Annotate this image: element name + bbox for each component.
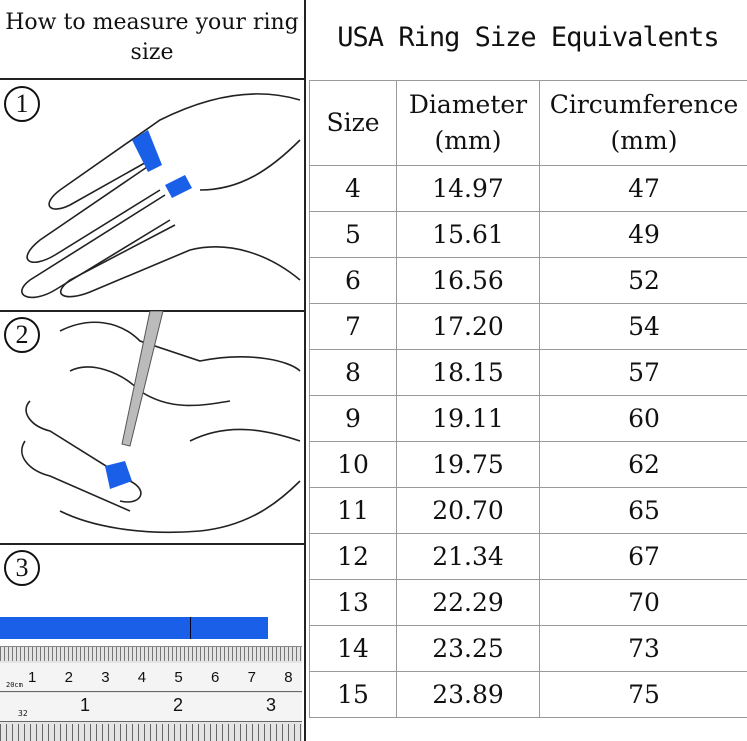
cell-size: 12 (309, 533, 397, 580)
cell-circumference: 70 (539, 579, 747, 626)
cell-diameter: 22.29 (396, 579, 540, 626)
ruler-cm-label: 4 (137, 669, 147, 686)
cell-size: 13 (309, 579, 397, 626)
table-row: 10 19.75 62 (309, 441, 747, 488)
table-title: USA Ring Size Equivalents (337, 22, 719, 53)
cell-size: 14 (309, 625, 397, 672)
cell-size: 4 (309, 165, 397, 212)
cell-size: 15 (309, 671, 397, 718)
header-diameter: Diameter (mm) (396, 80, 540, 166)
cell-circumference: 57 (539, 349, 747, 396)
cell-diameter: 19.75 (396, 441, 540, 488)
ruler-start: 32 (18, 709, 28, 718)
cell-circumference: 65 (539, 487, 747, 534)
header-circumference: Circumference (mm) (539, 80, 747, 166)
cell-circumference: 73 (539, 625, 747, 672)
cell-circumference: 75 (539, 671, 747, 718)
cell-diameter: 16.56 (396, 257, 540, 304)
table-row: 11 20.70 65 (309, 487, 747, 534)
ruler-cm-label: 8 (284, 669, 293, 686)
cell-diameter: 19.11 (396, 395, 540, 442)
header-size: Size (309, 80, 397, 166)
cell-size: 7 (309, 303, 397, 350)
table-row: 14 23.25 73 (309, 625, 747, 672)
how-to-heading: How to measure your ring size (0, 0, 304, 80)
ruler-inch-label: 1 (80, 695, 91, 715)
ruler-unit: 20cm (6, 681, 23, 689)
cell-diameter: 21.34 (396, 533, 540, 580)
ruler-cm-label: 1 (28, 669, 37, 686)
table-row: 12 21.34 67 (309, 533, 747, 580)
ruler-inch-label: 2 (173, 695, 184, 715)
table-row: 6 16.56 52 (309, 257, 747, 304)
table-row: 4 14.97 47 (309, 165, 747, 212)
step-1: 1 (0, 80, 304, 312)
cell-diameter: 17.20 (396, 303, 540, 350)
step-2: 2 (0, 311, 304, 545)
ruler-cm-label: 3 (101, 669, 110, 686)
cell-size: 6 (309, 257, 397, 304)
table-row: 13 22.29 70 (309, 579, 747, 626)
cell-circumference: 52 (539, 257, 747, 304)
cell-diameter: 23.89 (396, 671, 540, 718)
table-row: 8 18.15 57 (309, 349, 747, 396)
cell-circumference: 47 (539, 165, 747, 212)
table-row: 15 23.89 75 (309, 671, 747, 718)
table-row: 5 15.61 49 (309, 211, 747, 258)
marking-tape-illustration (21, 311, 301, 534)
table-header-row: Size Diameter (mm) Circumference (mm) (309, 80, 747, 166)
ruler-cm-label: 7 (247, 669, 256, 686)
step-number: 1 (4, 86, 40, 122)
cell-diameter: 15.61 (396, 211, 540, 258)
cell-circumference: 62 (539, 441, 747, 488)
cell-size: 10 (309, 441, 397, 488)
cell-diameter: 23.25 (396, 625, 540, 672)
cell-diameter: 14.97 (396, 165, 540, 212)
cell-size: 9 (309, 395, 397, 442)
cell-diameter: 20.70 (396, 487, 540, 534)
ruler-cm-label: 6 (211, 669, 220, 686)
cell-circumference: 60 (539, 395, 747, 442)
ring-size-table: Size Diameter (mm) Circumference (mm) 4 14.… (309, 80, 747, 718)
cell-circumference: 49 (539, 211, 747, 258)
cell-diameter: 18.15 (396, 349, 540, 396)
cell-circumference: 54 (539, 303, 747, 350)
cell-size: 8 (309, 349, 397, 396)
step-number: 3 (4, 550, 40, 586)
measured-tape (0, 617, 268, 639)
cell-circumference: 67 (539, 533, 747, 580)
cell-size: 5 (309, 211, 397, 258)
table-row: 9 19.11 60 (309, 395, 747, 442)
step-number: 2 (4, 317, 40, 353)
ruler-inch-label: 3 (266, 695, 277, 715)
table-row: 7 17.20 54 (309, 303, 747, 350)
hand-with-tape-illustration (21, 93, 301, 299)
cell-size: 11 (309, 487, 397, 534)
ruler-cm-label: 5 (174, 669, 183, 686)
how-to-panel: How to measure your ring size 1 2 (0, 0, 306, 741)
ruler-cm-label: 2 (64, 669, 73, 686)
